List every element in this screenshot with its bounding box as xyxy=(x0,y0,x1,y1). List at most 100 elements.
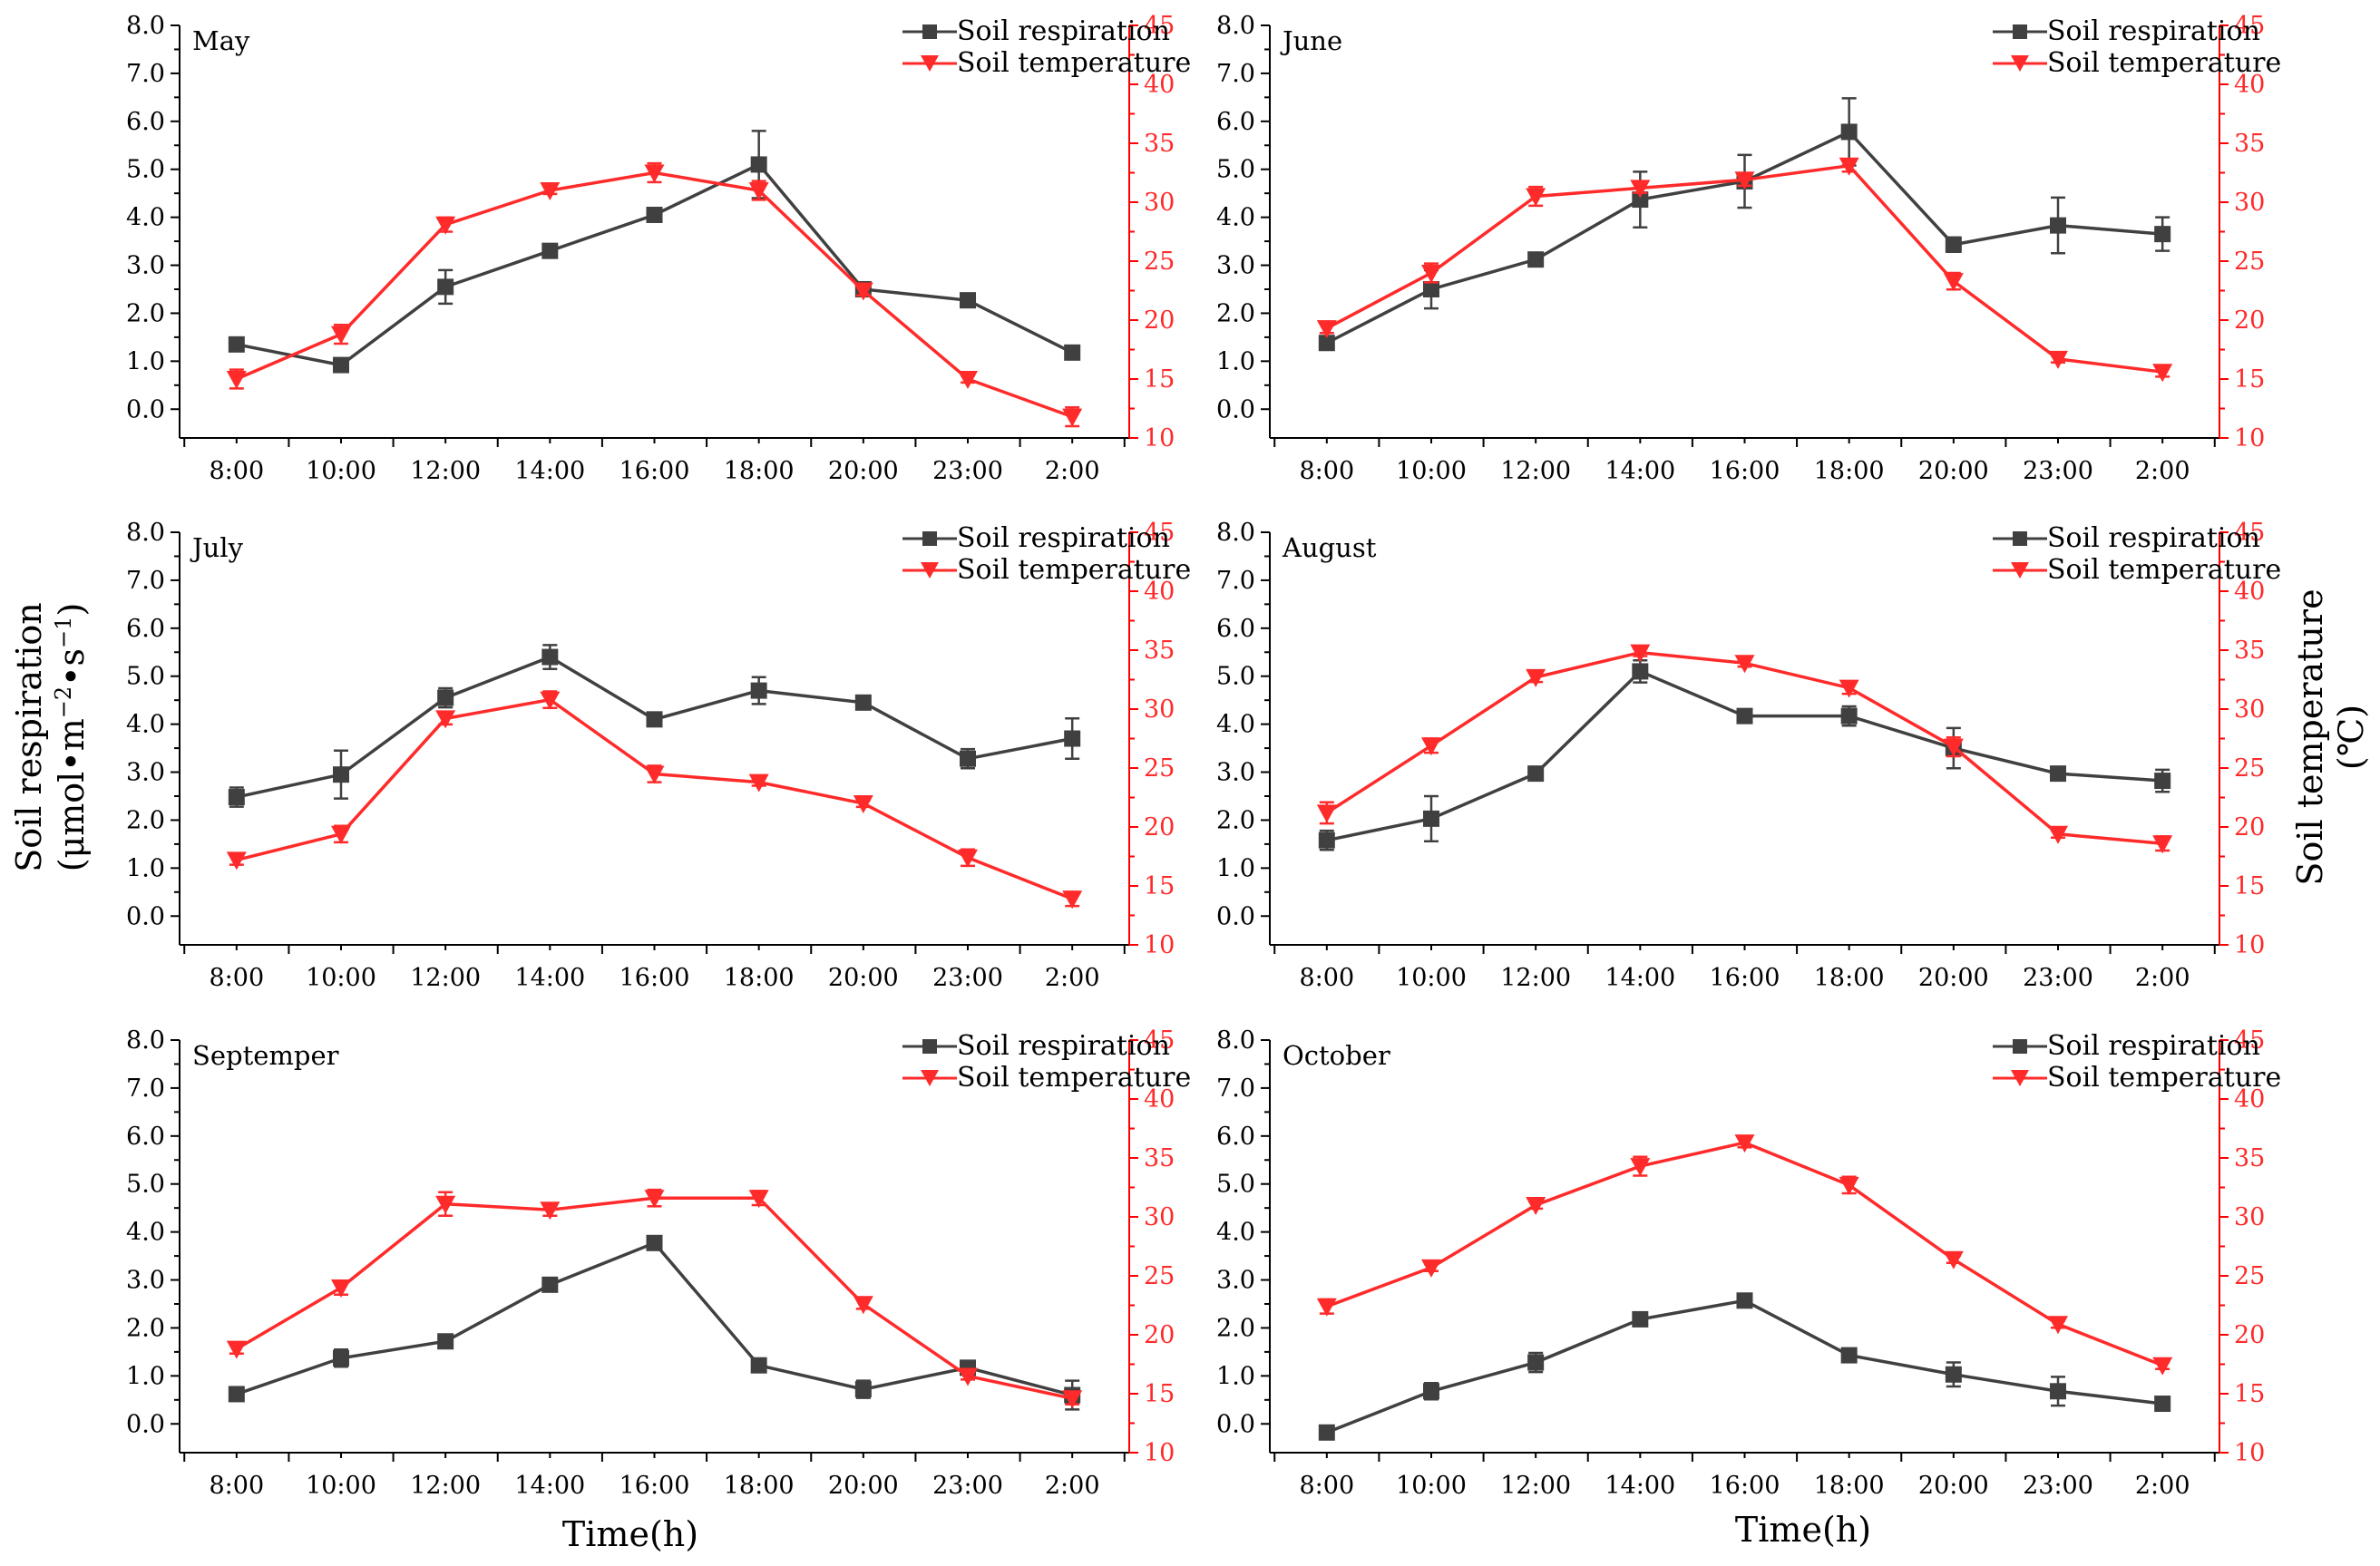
respiration-point xyxy=(1840,1347,1858,1364)
x-tick-label: 2:00 xyxy=(2135,964,2190,992)
left-tick-label: 1.0 xyxy=(126,854,165,882)
respiration-point xyxy=(1945,1366,1962,1383)
right-tick-label: 25 xyxy=(2234,1262,2265,1290)
respiration-point xyxy=(332,766,349,783)
respiration-line xyxy=(1326,1299,2163,1435)
left-tick-label: 0.0 xyxy=(126,1410,165,1438)
left-tick-label: 2.0 xyxy=(1216,1314,1255,1342)
legend-temperature-marker xyxy=(2011,1070,2029,1086)
respiration-line xyxy=(236,1240,1073,1397)
right-tick-label: 15 xyxy=(2234,872,2265,900)
x-tick-label: 18:00 xyxy=(1814,457,1885,485)
x-tick-label: 8:00 xyxy=(209,964,264,992)
left-tick-label: 3.0 xyxy=(126,759,165,787)
x-tick-label: 12:00 xyxy=(410,1472,481,1500)
temperature-point xyxy=(435,1195,456,1214)
respiration-point xyxy=(1422,1383,1439,1400)
right-tick-label: 35 xyxy=(1144,130,1175,158)
temperature-point xyxy=(1316,804,1337,823)
panel-july: 0.0 1.0 2.0 3.0 4.0 5.0 6.0 7.0 8.0 10 15 20 25 30 35 4… xyxy=(126,519,1191,992)
right-tick-label: 30 xyxy=(1144,1203,1175,1231)
temperature-point xyxy=(330,326,351,345)
x-tick-label: 20:00 xyxy=(828,964,899,992)
respiration-point xyxy=(228,336,245,353)
temperature-point xyxy=(1630,1158,1651,1177)
units-text: •s xyxy=(52,648,92,686)
x-tick-label: 18:00 xyxy=(1814,964,1885,992)
x-tick-label: 10:00 xyxy=(306,457,376,485)
units-superscript: −1 xyxy=(51,617,76,648)
respiration-point xyxy=(1632,191,1649,209)
respiration-point xyxy=(1318,832,1335,849)
right-tick-label: 30 xyxy=(1144,189,1175,217)
respiration-point xyxy=(854,694,872,711)
respiration-line xyxy=(236,162,1073,367)
x-tick-label: 20:00 xyxy=(828,1472,899,1500)
temperature-point xyxy=(1839,157,1859,176)
legend-respiration-label: Soil respiration xyxy=(957,1030,1170,1062)
units-superscript: −2 xyxy=(51,686,76,718)
x-tick-label: 10:00 xyxy=(306,1472,376,1500)
x-tick-label: 14:00 xyxy=(514,457,585,485)
temperature-point xyxy=(1839,679,1859,698)
month-label: June xyxy=(1280,25,1342,56)
left-tick-label: 3.0 xyxy=(1216,759,1255,787)
right-tick-label: 35 xyxy=(1144,637,1175,665)
temperature-point xyxy=(540,1201,561,1221)
x-tick-label: 18:00 xyxy=(724,1472,795,1500)
respiration-point xyxy=(646,206,663,223)
left-tick-label: 5.0 xyxy=(1216,156,1255,184)
respiration-point xyxy=(1632,1310,1649,1328)
respiration-point xyxy=(1736,707,1753,725)
x-tick-label: 23:00 xyxy=(932,964,1003,992)
legend-respiration-label: Soil respiration xyxy=(2047,522,2260,554)
left-axis-units: (μmol•m−2•s−1) xyxy=(51,603,92,872)
right-tick-label: 10 xyxy=(2234,424,2265,452)
x-tick-label: 16:00 xyxy=(619,457,690,485)
temperature-point xyxy=(853,1296,873,1315)
respiration-point xyxy=(228,1386,245,1403)
temperature-point xyxy=(1734,1134,1755,1153)
left-tick-label: 7.0 xyxy=(1216,1075,1255,1103)
x-tick-label: 12:00 xyxy=(1500,457,1571,485)
right-tick-label: 15 xyxy=(2234,365,2265,394)
right-tick-label: 45 xyxy=(1144,519,1175,547)
right-tick-label: 10 xyxy=(1144,1439,1175,1467)
x-tick-label: 12:00 xyxy=(1500,1472,1571,1500)
temperature-point xyxy=(226,371,247,389)
temperature-point xyxy=(1316,1298,1337,1317)
left-tick-label: 1.0 xyxy=(126,1362,165,1390)
respiration-point xyxy=(1422,810,1439,827)
respiration-point xyxy=(2050,765,2067,783)
legend-temperature-marker xyxy=(921,1070,939,1086)
legend-respiration-label: Soil respiration xyxy=(2047,15,2260,47)
respiration-point xyxy=(1318,1424,1335,1441)
left-axis-title: Soil respiration xyxy=(9,602,49,872)
right-tick-label: 10 xyxy=(1144,424,1175,452)
temperature-point xyxy=(2152,835,2173,854)
left-tick-label: 2.0 xyxy=(126,806,165,834)
temperature-line xyxy=(1325,650,2163,845)
x-tick-label: 23:00 xyxy=(2023,457,2093,485)
respiration-point xyxy=(541,242,559,259)
left-tick-label: 1.0 xyxy=(126,347,165,375)
right-tick-label: 20 xyxy=(2234,306,2265,335)
temperature-point xyxy=(644,765,665,784)
left-tick-label: 7.0 xyxy=(126,567,165,595)
right-tick-label: 45 xyxy=(1144,1026,1175,1055)
x-tick-label: 12:00 xyxy=(1500,964,1571,992)
right-tick-label: 20 xyxy=(1144,1321,1175,1349)
x-axis-title-right: Time(h) xyxy=(1735,1510,1871,1550)
respiration-point xyxy=(1422,280,1439,297)
temperature-line xyxy=(236,697,1073,900)
temperature-point xyxy=(435,710,456,729)
temperature-point xyxy=(958,371,979,389)
respiration-point xyxy=(854,1381,872,1398)
left-tick-label: 8.0 xyxy=(1216,519,1255,547)
temperature-point xyxy=(1062,1390,1083,1409)
respiration-point xyxy=(960,292,977,309)
right-tick-label: 40 xyxy=(1144,1085,1175,1114)
right-tick-label: 25 xyxy=(1144,1262,1175,1290)
respiration-point xyxy=(2154,226,2171,243)
x-tick-label: 20:00 xyxy=(1918,964,1989,992)
